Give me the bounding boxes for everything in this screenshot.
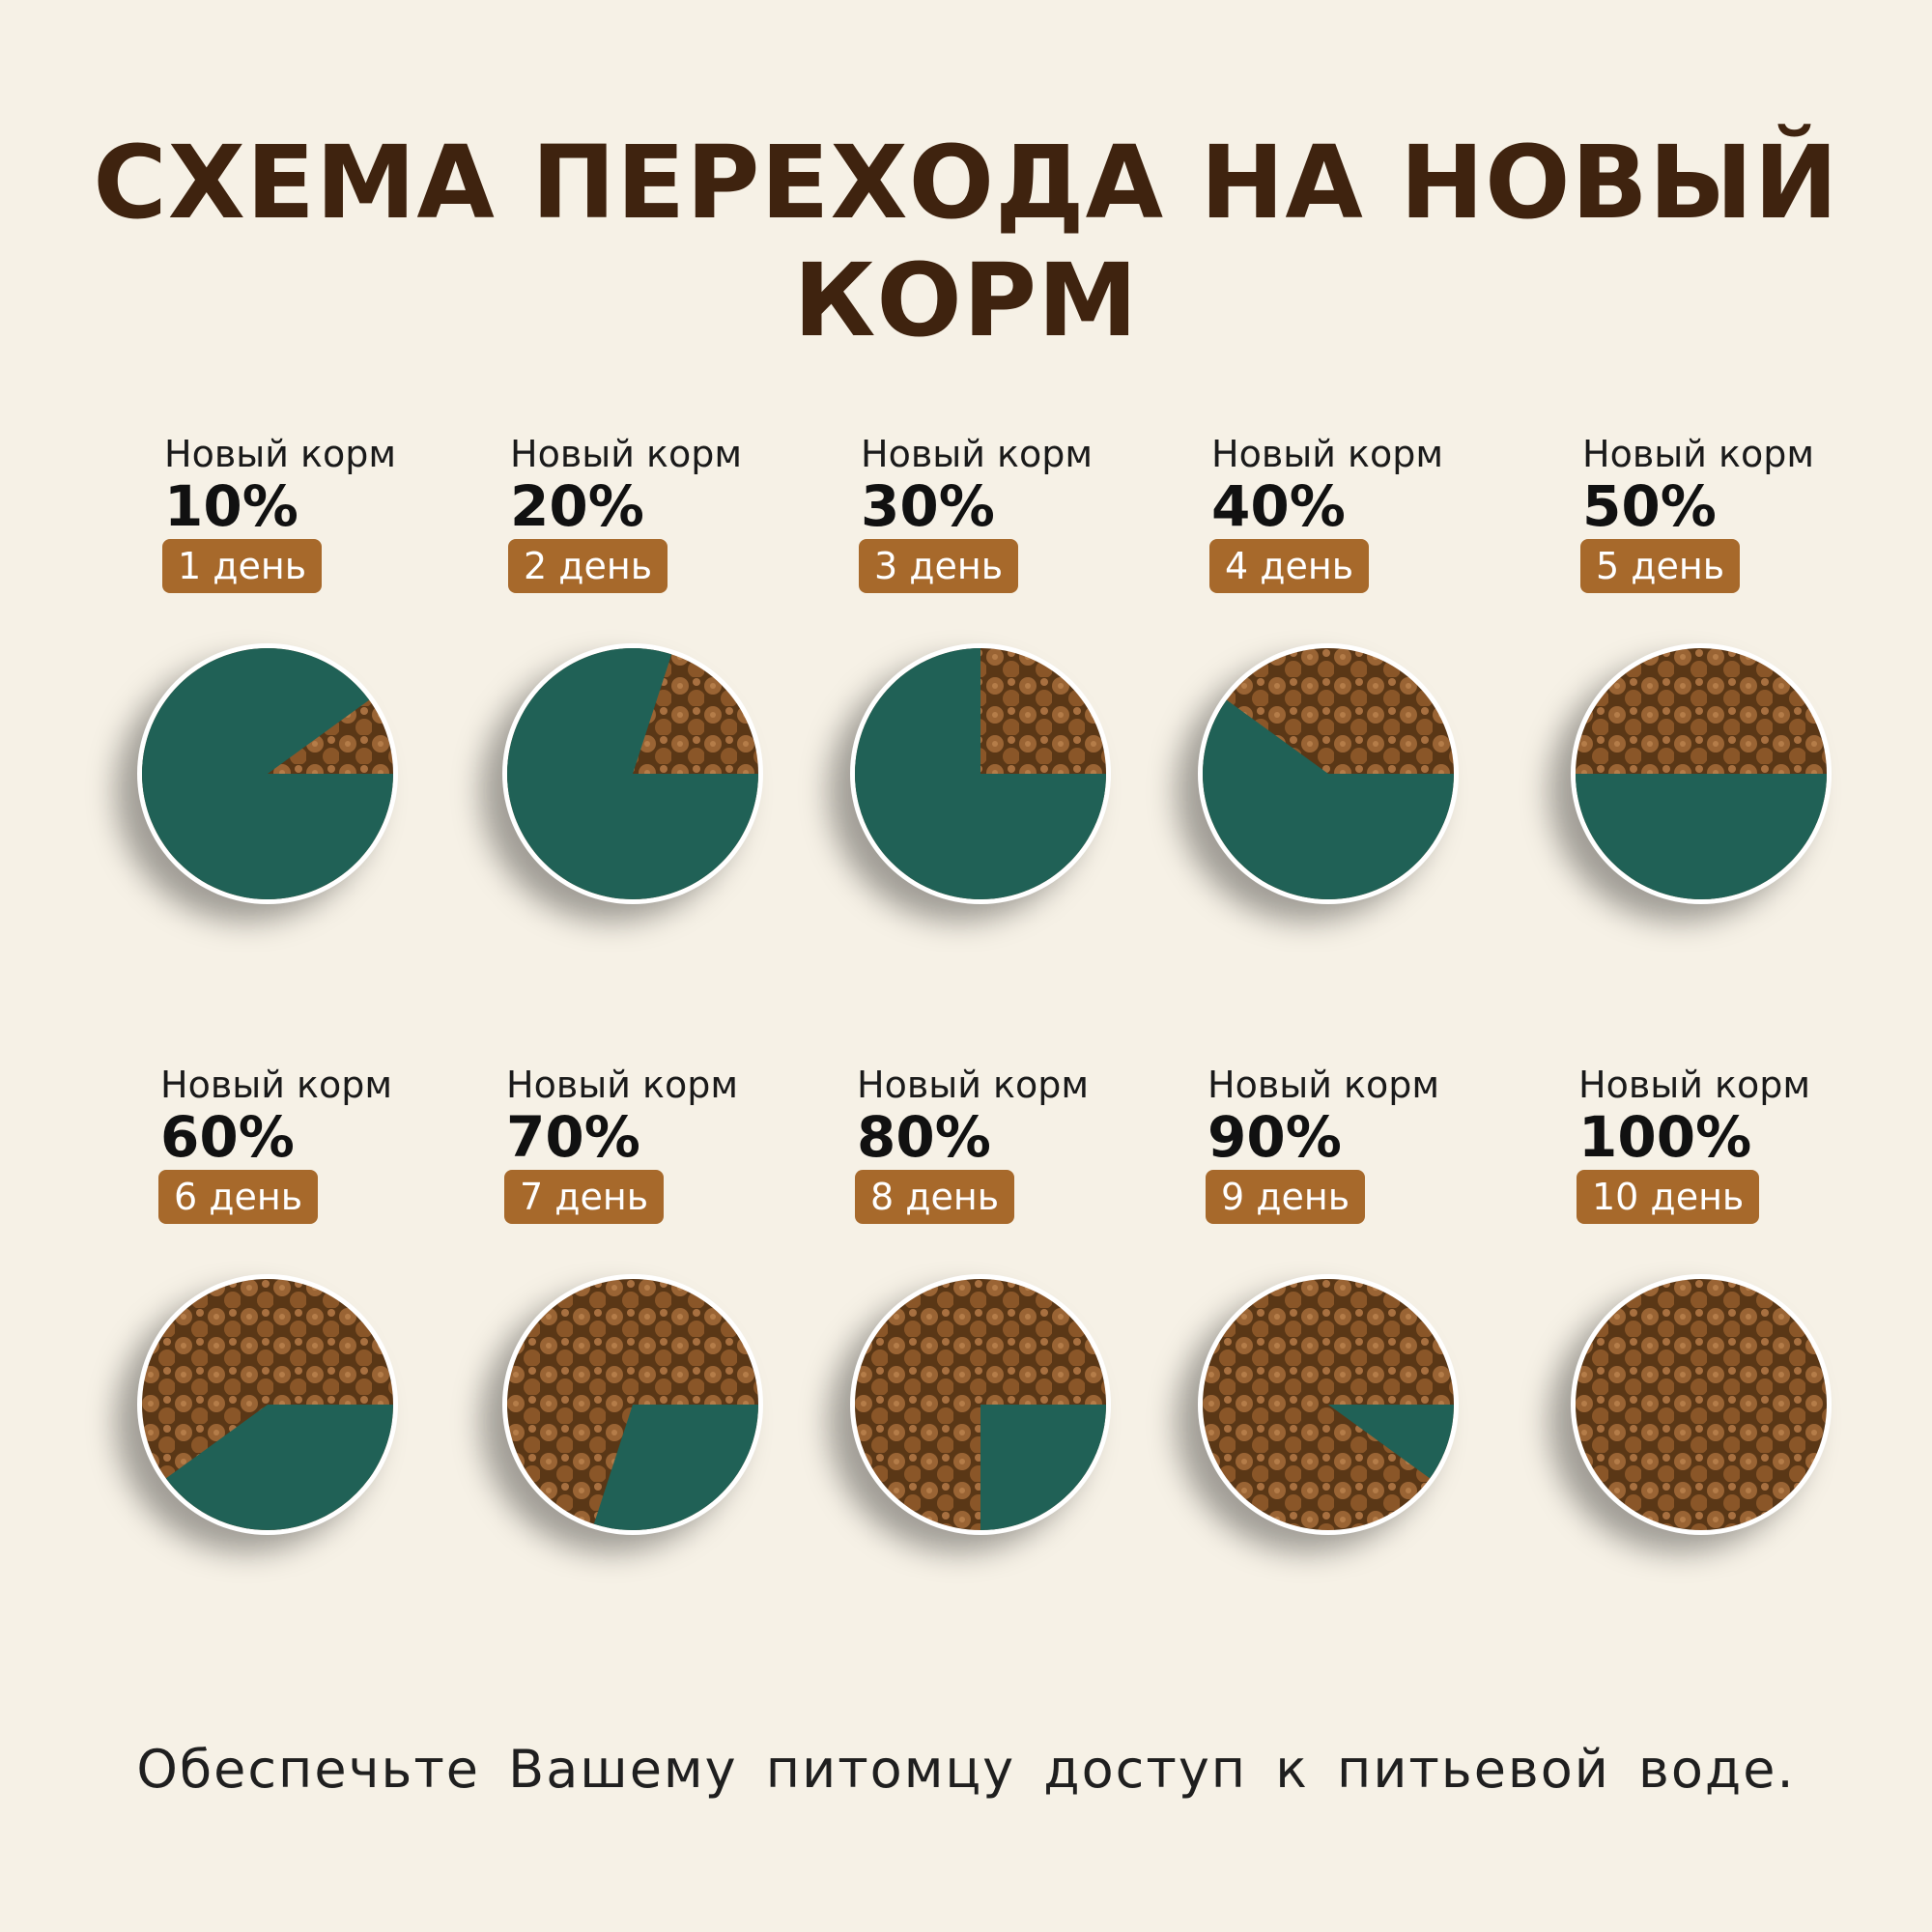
step-label: Новый корм: [164, 433, 396, 475]
step-4: Новый корм 40% 4 день: [1198, 433, 1530, 974]
step-day-badge: 8 день: [855, 1170, 1015, 1224]
bowl-graphic: [507, 1279, 758, 1530]
footer-note: Обеспечьте Вашему питомцу доступ к питье…: [136, 1739, 1796, 1800]
step-label: Новый корм: [1208, 1064, 1439, 1106]
step-label: Новый корм: [510, 433, 742, 475]
page-title: СХЕМА ПЕРЕХОДА НА НОВЫЙ КОРМ: [93, 124, 1839, 359]
bowl-graphic: [855, 648, 1106, 899]
old-food-wedge: [142, 648, 393, 899]
step-10: Новый корм 100% 10 день: [1571, 1064, 1897, 1605]
bowl-graphic: [1576, 1279, 1827, 1530]
old-food-wedge: [1328, 1405, 1454, 1479]
step-2: Новый корм 20% 2 день: [502, 433, 829, 974]
food-bowl: [502, 643, 763, 904]
kibble-fill: [1576, 1279, 1827, 1530]
step-percent: 70%: [506, 1104, 640, 1170]
old-food-wedge: [980, 1405, 1106, 1530]
food-bowl: [1198, 1274, 1459, 1535]
bowl-graphic: [1576, 648, 1827, 899]
step-day-badge: 4 день: [1209, 539, 1370, 593]
bowl-graphic: [507, 648, 758, 899]
food-bowl: [137, 1274, 398, 1535]
step-percent: 100%: [1578, 1104, 1752, 1170]
step-percent: 90%: [1208, 1104, 1342, 1170]
step-5: Новый корм 50% 5 день: [1571, 433, 1901, 974]
old-food-wedge: [507, 648, 758, 899]
old-food-wedge: [1203, 699, 1454, 899]
step-day-badge: 10 день: [1577, 1170, 1760, 1224]
step-day-badge: 3 день: [859, 539, 1019, 593]
old-food-wedge: [855, 648, 1106, 899]
step-label: Новый корм: [857, 1064, 1089, 1106]
step-percent: 30%: [861, 473, 995, 539]
food-bowl: [502, 1274, 763, 1535]
food-bowl: [1198, 643, 1459, 904]
step-label: Новый корм: [861, 433, 1093, 475]
step-percent: 80%: [857, 1104, 991, 1170]
step-percent: 60%: [160, 1104, 295, 1170]
step-day-badge: 6 день: [158, 1170, 319, 1224]
old-food-wedge: [593, 1405, 758, 1530]
bowl-graphic: [142, 1279, 393, 1530]
step-label: Новый корм: [506, 1064, 738, 1106]
step-label: Новый корм: [1211, 433, 1443, 475]
step-percent: 50%: [1582, 473, 1717, 539]
food-bowl: [137, 643, 398, 904]
bowl-graphic: [1203, 648, 1454, 899]
step-8: Новый корм 80% 8 день: [850, 1064, 1176, 1605]
step-percent: 40%: [1211, 473, 1346, 539]
step-1: Новый корм 10% 1 день: [137, 433, 483, 974]
step-percent: 10%: [164, 473, 298, 539]
food-bowl: [850, 1274, 1111, 1535]
old-food-wedge: [165, 1405, 393, 1530]
step-day-badge: 5 день: [1580, 539, 1741, 593]
food-bowl: [850, 643, 1111, 904]
step-3: Новый корм 30% 3 день: [850, 433, 1179, 974]
food-bowl: [1571, 1274, 1832, 1535]
step-6: Новый корм 60% 6 день: [137, 1064, 479, 1605]
step-day-badge: 1 день: [162, 539, 323, 593]
step-day-badge: 2 день: [508, 539, 668, 593]
old-food-wedge: [1576, 774, 1827, 899]
step-7: Новый корм 70% 7 день: [502, 1064, 825, 1605]
step-percent: 20%: [510, 473, 644, 539]
bowl-graphic: [1203, 1279, 1454, 1530]
food-bowl: [1571, 643, 1832, 904]
step-label: Новый корм: [1582, 433, 1814, 475]
step-day-badge: 7 день: [504, 1170, 665, 1224]
step-label: Новый корм: [160, 1064, 392, 1106]
step-9: Новый корм 90% 9 день: [1198, 1064, 1526, 1605]
step-label: Новый корм: [1578, 1064, 1810, 1106]
step-day-badge: 9 день: [1206, 1170, 1366, 1224]
bowl-graphic: [855, 1279, 1106, 1530]
bowl-graphic: [142, 648, 393, 899]
